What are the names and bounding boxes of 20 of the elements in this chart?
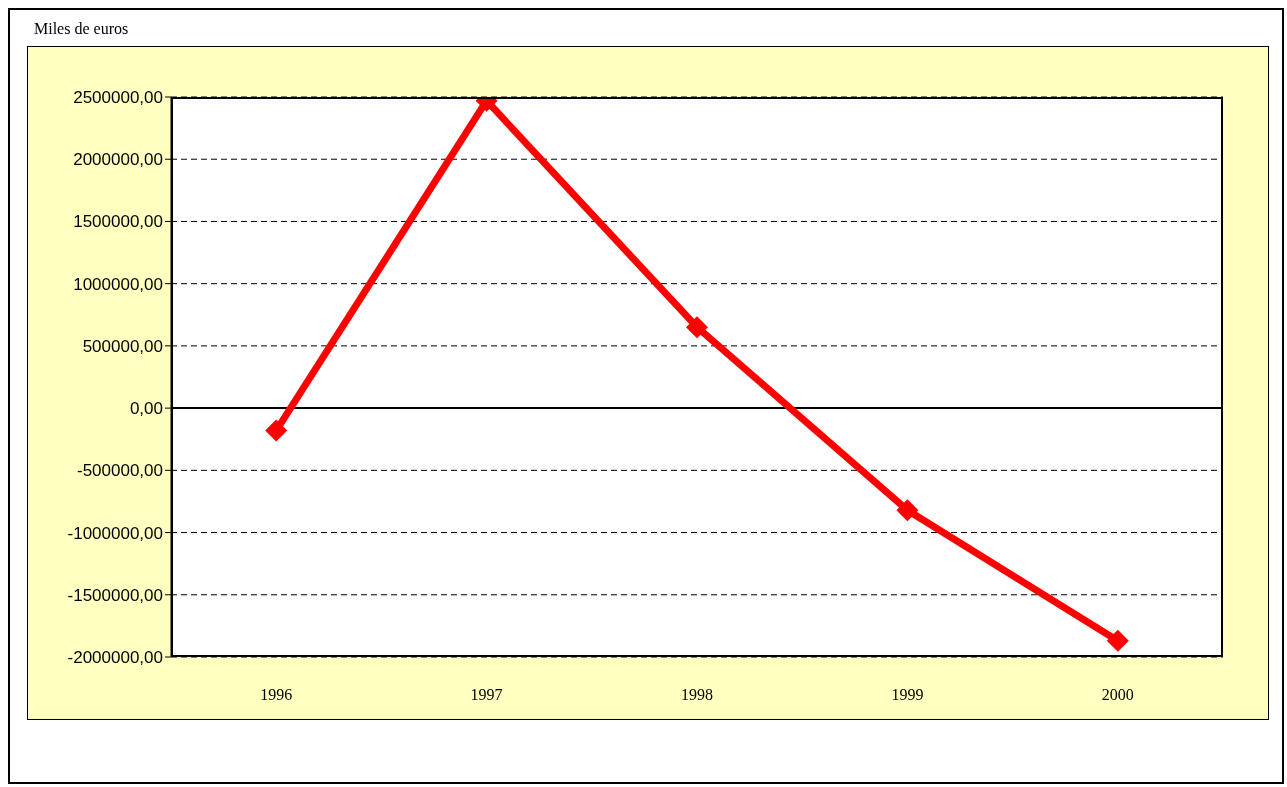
point: [686, 316, 708, 339]
y-tick-label: 500000,00: [82, 336, 163, 356]
point: [265, 419, 288, 442]
y-tick-label: -500000,00: [76, 461, 163, 481]
y-tick-label: 0,00: [129, 399, 163, 419]
point: [896, 499, 919, 522]
y-tick-label: 1000000,00: [73, 274, 163, 294]
y-axis-title: Miles de euros: [34, 20, 129, 38]
point: [1106, 629, 1129, 652]
y-tick-label: -2000000,00: [67, 648, 163, 668]
y-tick-label: 2500000,00: [73, 88, 163, 108]
x-tick-label: 1998: [681, 686, 713, 704]
y-tick-label: -1500000,00: [67, 585, 163, 605]
y-tick-label: 1500000,00: [73, 212, 163, 232]
x-tick-label: 1996: [260, 686, 293, 704]
x-tick-label: 1999: [891, 686, 924, 704]
x-tick-label: 2000: [1101, 686, 1134, 704]
y-tick-label: -1000000,00: [67, 523, 163, 543]
y-tick-label: 2000000,00: [73, 150, 163, 170]
x-tick-label: 1997: [470, 686, 503, 704]
